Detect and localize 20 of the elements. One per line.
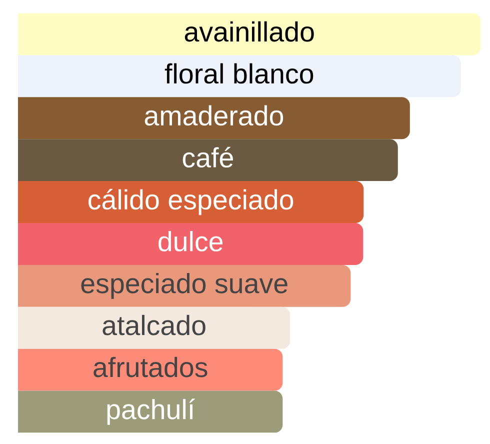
- bar: [18, 97, 410, 140]
- bar: [18, 223, 364, 265]
- y-tick-label: floral blanco: [164, 63, 314, 84]
- bar: [18, 390, 283, 433]
- y-tick-label: atalcado: [102, 314, 206, 336]
- y-tick-label: pachulí: [107, 398, 195, 425]
- bar: [18, 55, 461, 98]
- bar: [18, 181, 364, 223]
- bar: [18, 264, 351, 307]
- y-tick-label: avainillado: [184, 21, 314, 42]
- bar: [18, 348, 283, 391]
- bar: [18, 13, 481, 56]
- bar: [18, 139, 398, 182]
- y-tick-label: afrutados: [94, 356, 208, 378]
- y-tick-label: dulce: [158, 231, 223, 252]
- y-tick-label: café: [182, 146, 233, 168]
- y-tick-label: cálido especiado: [88, 188, 294, 216]
- y-tick-label: especiado suave: [81, 272, 288, 299]
- y-tick-label: amaderado: [144, 105, 284, 126]
- bar: [18, 306, 290, 349]
